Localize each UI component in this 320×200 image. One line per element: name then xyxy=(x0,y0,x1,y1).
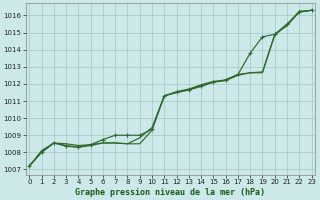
X-axis label: Graphe pression niveau de la mer (hPa): Graphe pression niveau de la mer (hPa) xyxy=(76,188,266,197)
